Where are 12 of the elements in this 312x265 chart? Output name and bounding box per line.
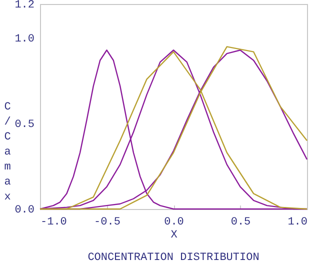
y-axis-title: C/Camax [4, 102, 12, 204]
x-tick-label: -1.0 [40, 216, 67, 228]
text: CONCENTRATION DISTRIBUTION [88, 252, 260, 264]
y-tick-label: 1.0 [14, 34, 34, 46]
x-tick-label: 0.0 [164, 216, 184, 228]
y-tick-label: 0.0 [14, 204, 34, 216]
x-tick-label: 1.0 [288, 216, 308, 228]
x-tick-label: -0.5 [94, 216, 120, 228]
x-tick-label: 0.5 [230, 216, 251, 228]
y-tick-label: 0.5 [14, 119, 34, 132]
x-axis-title: X [170, 230, 178, 242]
y-tick-label: 1.2 [14, 0, 34, 12]
